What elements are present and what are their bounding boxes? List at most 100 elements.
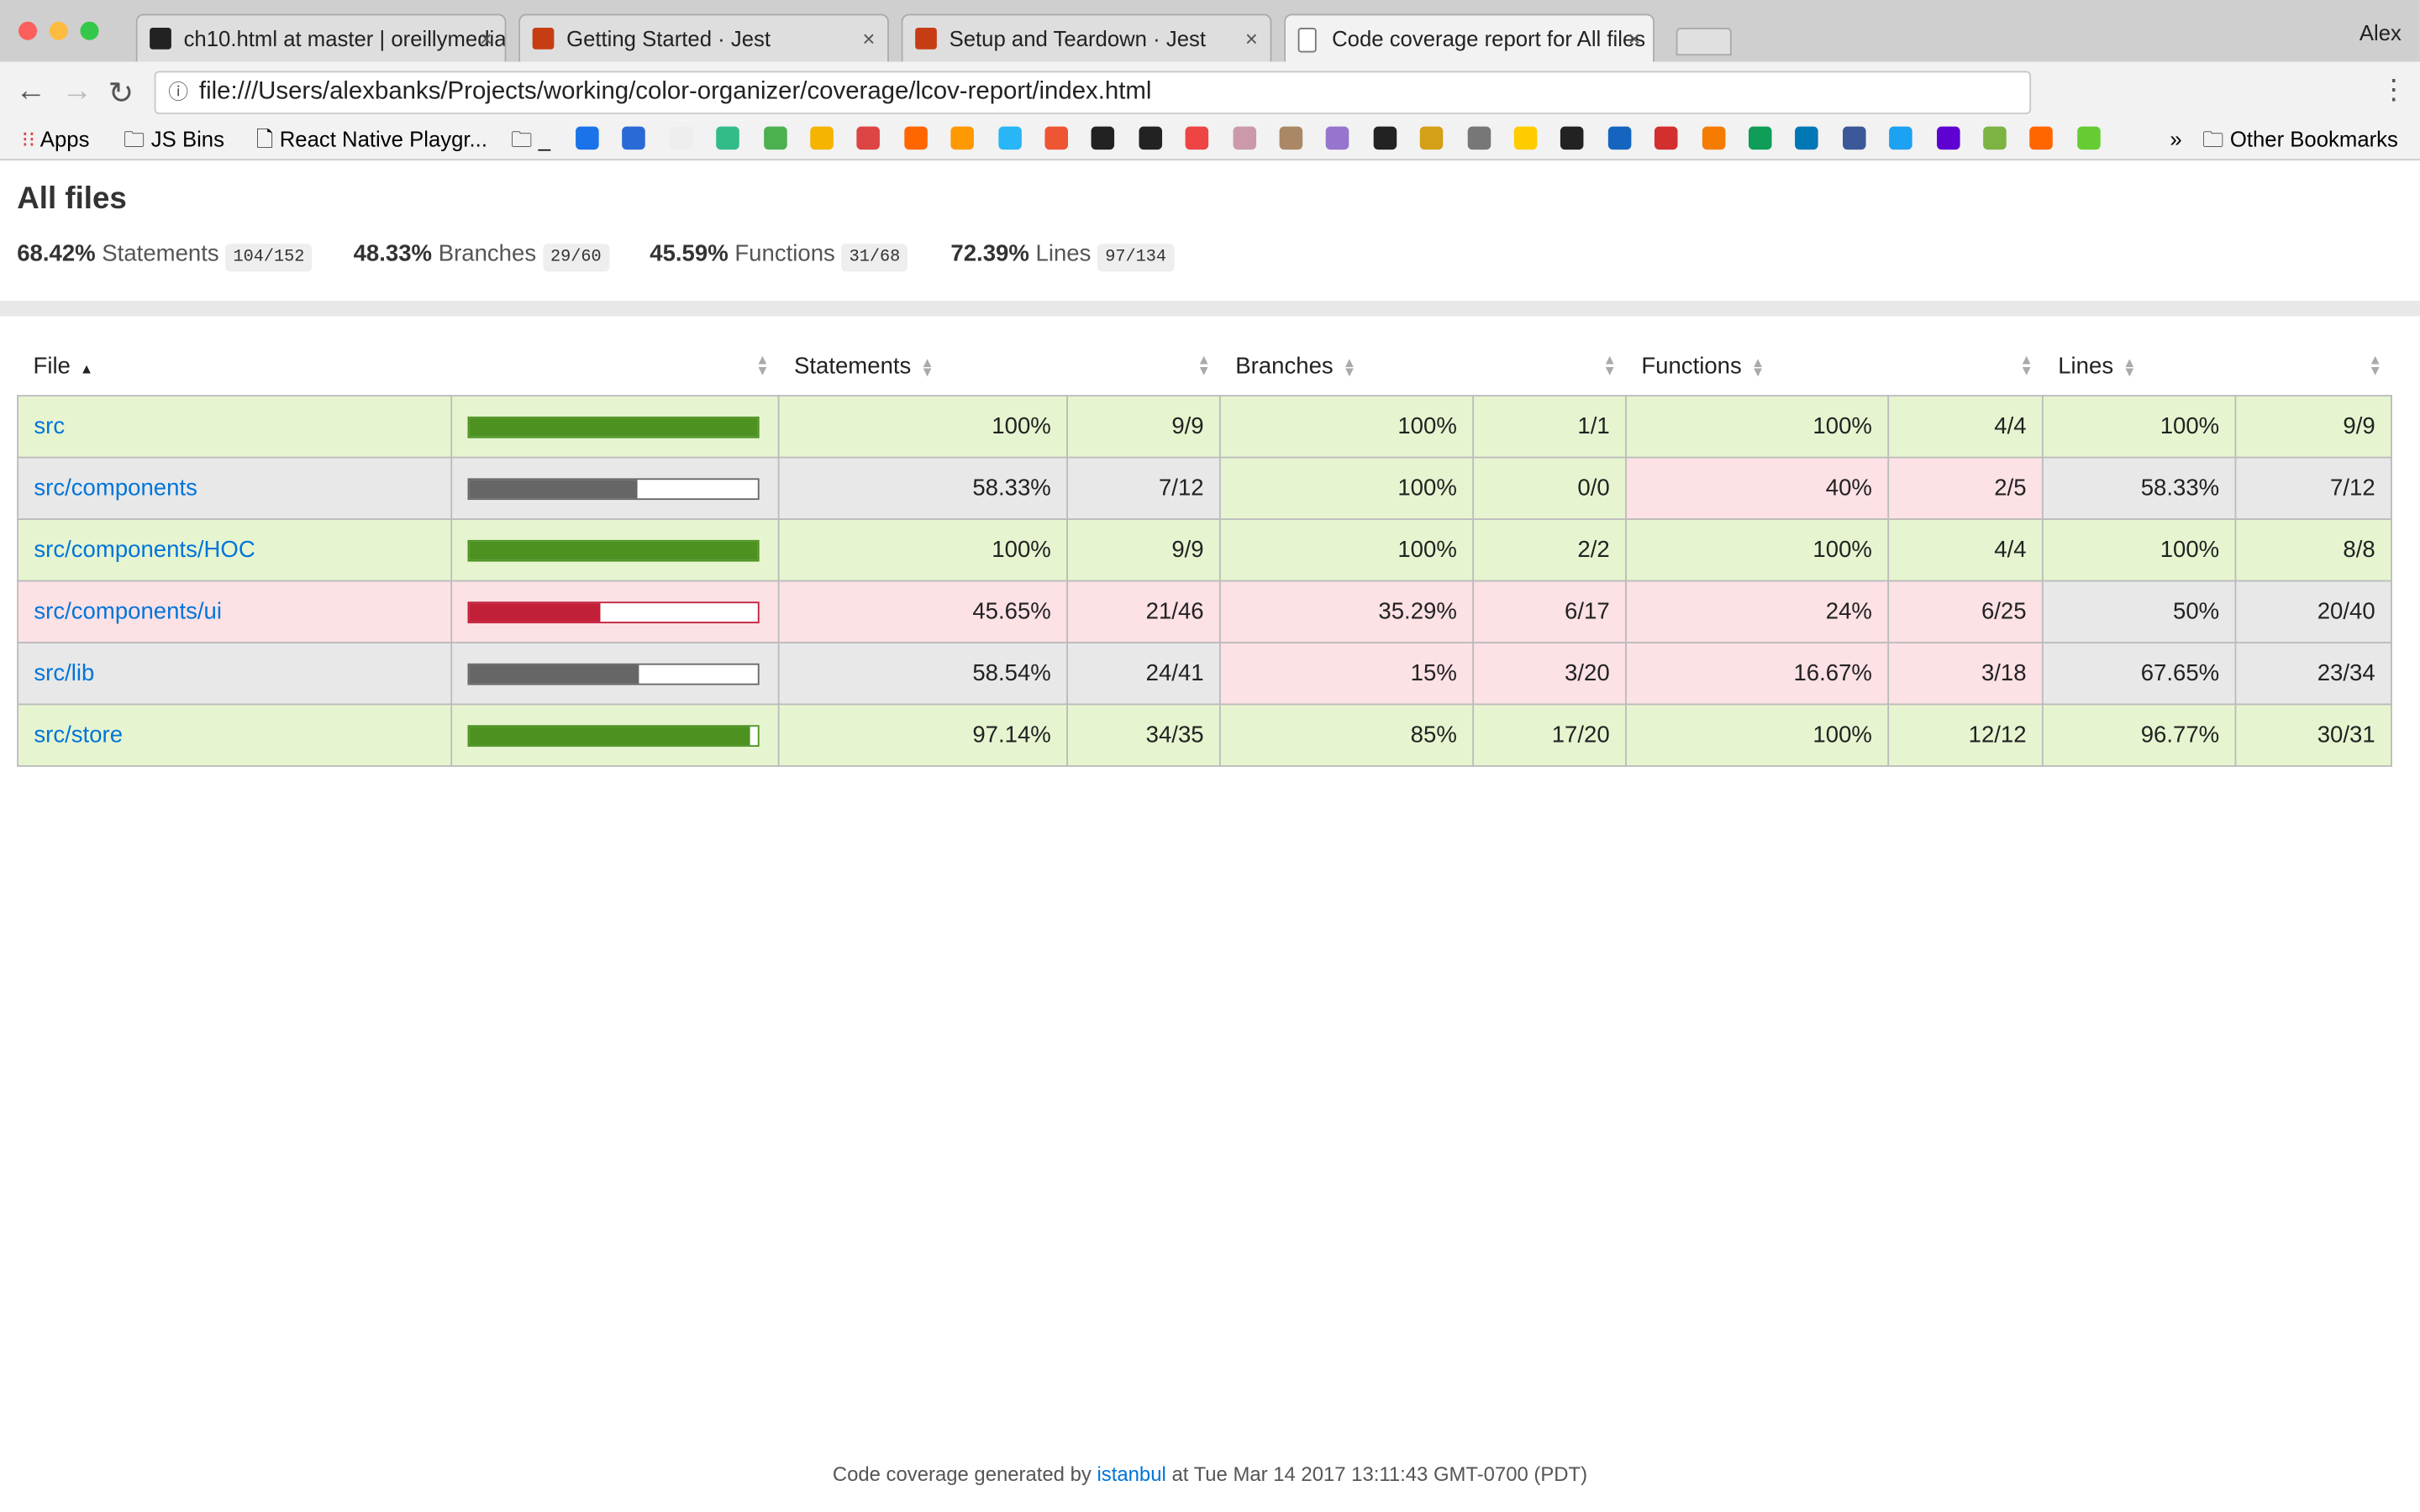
pct-cell: 100%	[777, 518, 1068, 582]
file-link[interactable]: src/components/ui	[34, 598, 222, 625]
count-cell: 8/8	[2234, 518, 2392, 582]
bookmark-icon[interactable]	[716, 126, 740, 150]
bookmark-icon[interactable]	[1513, 126, 1538, 150]
file-link[interactable]: src	[34, 413, 66, 440]
bookmark-icon[interactable]	[576, 126, 599, 150]
bookmark[interactable]: 🗀 JS Bins	[123, 126, 224, 151]
tab[interactable]: Code coverage report for All files ×	[1284, 13, 1655, 62]
coverage-bar-fill	[469, 540, 759, 559]
profile-name[interactable]: Alex	[2359, 19, 2402, 45]
file-link[interactable]: src/components	[34, 475, 197, 501]
address-bar[interactable]: ⓘ file:///Users/alexbanks/Projects/workin…	[154, 71, 2032, 114]
more-bookmarks[interactable]: »	[2170, 126, 2182, 151]
bookmark-icon[interactable]	[1185, 126, 1209, 150]
sort-icon[interactable]: ▲ ▼	[1197, 351, 1211, 378]
file-link[interactable]: src/components/HOC	[34, 537, 255, 564]
count-cell: 21/46	[1066, 580, 1221, 643]
column-header[interactable]: Branches ▲ ▼ ▲ ▼	[1220, 336, 1626, 396]
bookmark-icon[interactable]	[1139, 126, 1162, 150]
bookmark-icon[interactable]	[1373, 126, 1397, 150]
count-cell: 2/5	[1887, 456, 2044, 520]
reload-button[interactable]: ↻	[108, 76, 134, 112]
column-header[interactable]: Statements ▲ ▼ ▲ ▼	[779, 336, 1220, 396]
bookmark-icon[interactable]	[622, 126, 646, 150]
count-cell: 6/25	[1887, 580, 2044, 643]
bookmark-icon[interactable]	[1702, 126, 1725, 150]
menu-button[interactable]: ⋮	[2380, 74, 2408, 105]
tab-bar: ch10.html at master | oreillymedia × Gett…	[0, 0, 2420, 62]
summary-item: 72.39% Lines 97/134	[950, 239, 1175, 273]
summary-fraction: 97/134	[1097, 244, 1175, 272]
tab[interactable]: Getting Started · Jest ×	[518, 13, 889, 62]
istanbul-link[interactable]: istanbul	[1097, 1462, 1166, 1486]
sort-icon[interactable]: ▲ ▼	[1750, 354, 1765, 379]
bookmark-icon[interactable]	[763, 126, 786, 150]
bookmark-icon[interactable]	[1983, 126, 2007, 150]
close-window[interactable]	[18, 21, 38, 40]
bookmark-icon[interactable]	[1655, 126, 1678, 150]
sort-icon[interactable]: ▲ ▼	[1602, 351, 1617, 378]
sort-icon[interactable]: ▲ ▼	[920, 354, 934, 379]
count-cell: 9/9	[2234, 395, 2392, 459]
bookmark[interactable]: ⁝⁝ Apps	[21, 126, 90, 151]
sort-icon[interactable]: ▲ ▼	[755, 351, 770, 378]
bookmark-label: _	[538, 126, 551, 151]
bookmark[interactable]: 🗋 React Native Playgr...	[255, 126, 487, 151]
bookmark-icon[interactable]	[1842, 126, 1866, 150]
bookmarks-bar	[0, 120, 2420, 161]
bookmark-icon[interactable]	[1326, 126, 1349, 150]
tab[interactable]: ch10.html at master | oreillymedia ×	[135, 13, 507, 62]
bookmark-icon[interactable]	[2076, 126, 2101, 150]
bookmark[interactable]: 🗀 _	[510, 126, 551, 151]
bookmark-icon[interactable]	[1044, 126, 1068, 150]
file-cell: src	[17, 395, 453, 459]
bookmark-icon[interactable]	[1795, 126, 1819, 150]
tab[interactable]: Setup and Teardown · Jest ×	[901, 13, 1272, 62]
file-link[interactable]: src/lib	[34, 660, 95, 687]
tab-title: ch10.html at master | oreillymedia	[183, 26, 507, 51]
file-link[interactable]: src/store	[34, 722, 124, 748]
bookmark-icon[interactable]	[669, 126, 693, 150]
sort-icon[interactable]: ▲ ▼	[2368, 351, 2382, 378]
column-header[interactable]: Lines ▲ ▼ ▲ ▼	[2043, 336, 2391, 396]
column-title: Functions	[1641, 352, 1742, 379]
bookmark-icon[interactable]	[950, 126, 975, 150]
bookmark-icon[interactable]	[2029, 126, 2054, 150]
summary-label: Statements	[102, 240, 219, 267]
coverage-bar	[467, 601, 760, 623]
bookmark-icon[interactable]	[1560, 126, 1585, 150]
bookmark-icon[interactable]	[1092, 126, 1115, 150]
new-tab[interactable]	[1676, 28, 1732, 56]
bookmark-icon[interactable]	[903, 126, 928, 150]
bookmark-icon[interactable]	[810, 126, 834, 150]
bookmark-icon[interactable]	[997, 126, 1022, 150]
count-cell: 17/20	[1472, 703, 1627, 767]
count-cell: 24/41	[1066, 642, 1221, 706]
pct-cell: 100%	[1218, 456, 1475, 520]
bookmark-icon[interactable]	[1420, 126, 1444, 150]
column-header[interactable]: Functions ▲ ▼ ▲ ▼	[1626, 336, 2043, 396]
sort-icon[interactable]: ▲ ▼	[1342, 354, 1357, 379]
bookmark-icon[interactable]	[1466, 126, 1491, 150]
summary-pct: 68.42%	[17, 240, 96, 267]
bookmark-icon[interactable]	[1936, 126, 1960, 150]
bookmark-icon[interactable]	[1232, 126, 1256, 150]
column-header[interactable]: File ▲ ▲ ▼	[18, 336, 778, 396]
back-button[interactable]: ←	[15, 74, 47, 108]
sort-icon[interactable]: ▲ ▼	[2123, 354, 2137, 379]
bookmark-icon[interactable]	[1279, 126, 1303, 150]
bookmark[interactable]: 🗀 Other Bookmarks	[2202, 126, 2398, 151]
forward-button[interactable]: →	[61, 74, 93, 108]
sort-icon[interactable]: ▲ ▼	[2019, 351, 2033, 378]
minimize-window[interactable]	[49, 21, 68, 40]
bookmark-icon[interactable]	[857, 126, 881, 150]
maximize-window[interactable]	[80, 21, 99, 40]
file-cell: src/components	[17, 456, 453, 520]
bookmark-icon[interactable]	[1607, 126, 1632, 150]
bookmark-label: Apps	[39, 126, 90, 151]
coverage-bar	[467, 415, 760, 438]
bookmark-icon[interactable]	[1748, 126, 1772, 150]
bookmark-icon[interactable]	[1889, 126, 1913, 150]
count-cell: 4/4	[1887, 518, 2044, 582]
